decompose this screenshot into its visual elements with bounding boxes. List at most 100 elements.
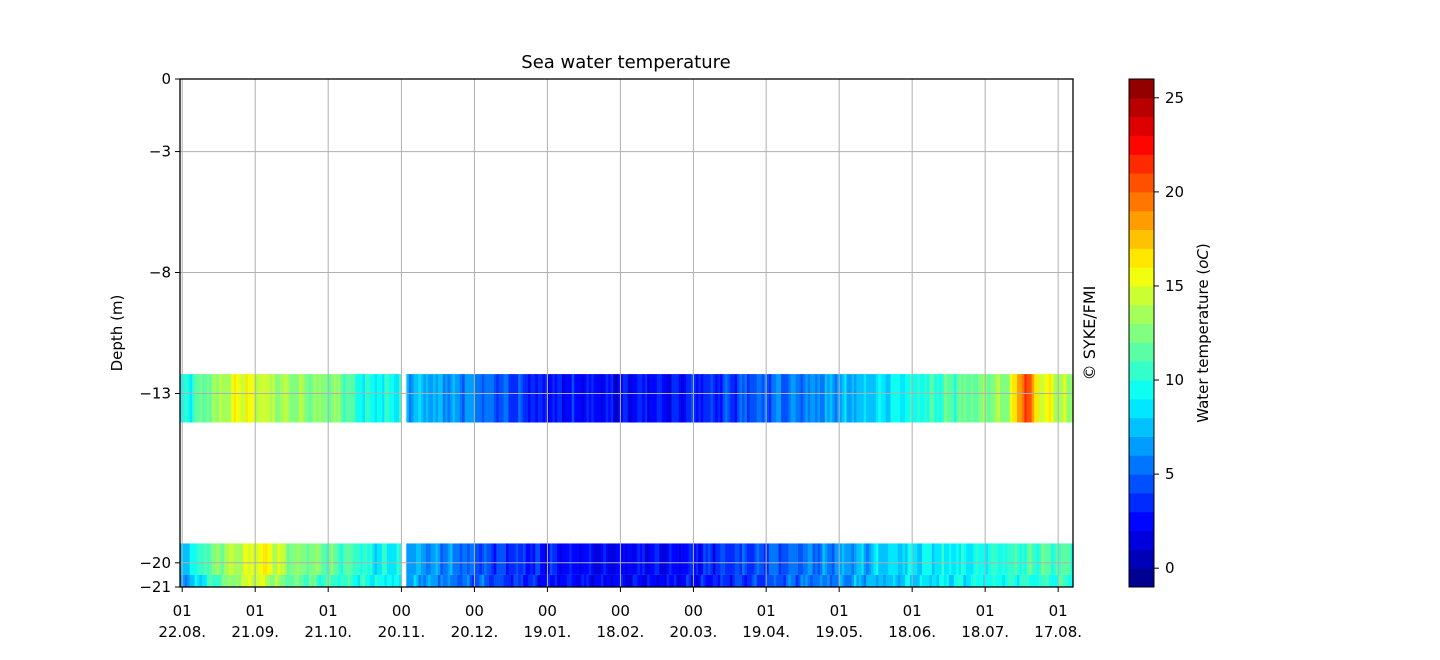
heatmap-cell xyxy=(1048,574,1052,587)
heatmap-cell xyxy=(846,374,850,423)
heatmap-cell xyxy=(676,543,680,575)
heatmap-cell xyxy=(776,374,780,423)
heatmap-cell xyxy=(481,574,485,587)
heatmap-cell xyxy=(330,543,334,575)
heatmap-cell xyxy=(929,374,933,423)
heatmap-cell xyxy=(742,574,746,587)
heatmap-cell xyxy=(683,374,687,423)
heatmap-cell xyxy=(277,574,281,587)
heatmap-cell xyxy=(639,574,643,587)
heatmap-cell xyxy=(756,374,760,423)
heatmap-cell xyxy=(909,374,913,423)
heatmap-cell xyxy=(880,543,884,575)
heatmap-cell xyxy=(1024,543,1028,575)
heatmap-cell xyxy=(700,543,704,575)
heatmap-cell xyxy=(1034,374,1038,423)
heatmap-cell xyxy=(413,543,417,575)
heatmap-cell xyxy=(1036,543,1040,575)
heatmap-cell xyxy=(318,574,322,587)
heatmap-cell xyxy=(206,574,210,587)
heatmap-cell xyxy=(430,574,434,587)
heatmap-cell xyxy=(854,543,858,575)
heatmap-cell xyxy=(520,374,524,423)
heatmap-cell xyxy=(1029,374,1033,423)
heatmap-cell xyxy=(656,543,660,575)
heatmap-cell xyxy=(496,574,500,587)
heatmap-cell xyxy=(452,374,456,423)
heatmap-cell xyxy=(805,574,809,587)
heatmap-cell xyxy=(798,574,802,587)
heatmap-cell xyxy=(537,574,541,587)
heatmap-cell xyxy=(335,543,339,575)
heatmap-cell xyxy=(710,374,714,423)
heatmap-cell xyxy=(1038,574,1042,587)
heatmap-cell xyxy=(586,574,590,587)
heatmap-cell xyxy=(1017,374,1021,423)
heatmap-cell xyxy=(815,374,819,423)
heatmap-cell xyxy=(598,574,602,587)
heatmap-cell xyxy=(413,374,417,423)
heatmap-cell xyxy=(1031,374,1035,423)
heatmap-cell xyxy=(308,543,312,575)
heatmap-cell xyxy=(1058,543,1062,575)
heatmap-cell xyxy=(812,543,816,575)
heatmap-cell xyxy=(442,574,446,587)
heatmap-cell xyxy=(953,574,957,587)
heatmap-cell xyxy=(180,543,184,575)
heatmap-cell xyxy=(1070,374,1074,423)
heatmap-cell xyxy=(948,374,952,423)
heatmap-cell xyxy=(493,374,497,423)
heatmap-cell xyxy=(206,374,210,423)
heatmap-cell xyxy=(885,543,889,575)
heatmap-cell xyxy=(751,374,755,423)
heatmap-cell xyxy=(654,543,658,575)
heatmap-cell xyxy=(939,543,943,575)
heatmap-cell xyxy=(978,374,982,423)
heatmap-cell xyxy=(980,574,984,587)
heatmap-cell xyxy=(1051,543,1055,575)
heatmap-cell xyxy=(695,574,699,587)
heatmap-cell xyxy=(588,374,592,423)
heatmap-cell xyxy=(248,543,252,575)
heatmap-cell xyxy=(1055,543,1059,575)
heatmap-cell xyxy=(508,543,512,575)
heatmap-cell xyxy=(693,374,697,423)
heatmap-cell xyxy=(673,543,677,575)
heatmap-cell xyxy=(715,574,719,587)
heatmap-cell xyxy=(900,574,904,587)
heatmap-cell xyxy=(776,543,780,575)
colorbar-tick-label: 5 xyxy=(1165,465,1175,483)
heatmap-cell xyxy=(238,374,242,423)
y-axis-label: Depth (m) xyxy=(108,295,126,372)
heatmap-cell xyxy=(795,543,799,575)
heatmap-cell xyxy=(598,374,602,423)
colorbar-level xyxy=(1129,154,1154,174)
heatmap-cell xyxy=(800,543,804,575)
heatmap-cell xyxy=(939,374,943,423)
heatmap-cell xyxy=(1019,374,1023,423)
heatmap-cell xyxy=(927,374,931,423)
heatmap-cell xyxy=(686,543,690,575)
y-axis: 0 −3 −8 −13 −20 −21 xyxy=(139,70,180,596)
heatmap-cell xyxy=(1009,574,1013,587)
heatmap-cell xyxy=(827,374,831,423)
heatmap-cell xyxy=(749,374,753,423)
heatmap-cell xyxy=(430,543,434,575)
heatmap-cell xyxy=(1051,574,1055,587)
heatmap-cell xyxy=(291,543,295,575)
heatmap-cell xyxy=(790,574,794,587)
heatmap-cell xyxy=(778,374,782,423)
heatmap-cell xyxy=(778,543,782,575)
colorbar-label: Water temperature (oC) xyxy=(1194,243,1212,423)
heatmap-cell xyxy=(1002,374,1006,423)
heatmap-cell xyxy=(858,543,862,575)
heatmap-cell xyxy=(768,543,772,575)
heatmap-cell xyxy=(364,543,368,575)
heatmap-cell xyxy=(233,374,237,423)
heatmap-cell xyxy=(1065,543,1069,575)
heatmap-cell xyxy=(201,374,205,423)
heatmap-cell xyxy=(785,574,789,587)
heatmap-cell xyxy=(287,374,291,423)
heatmap-cell xyxy=(1068,543,1072,575)
heatmap-cell xyxy=(218,574,222,587)
